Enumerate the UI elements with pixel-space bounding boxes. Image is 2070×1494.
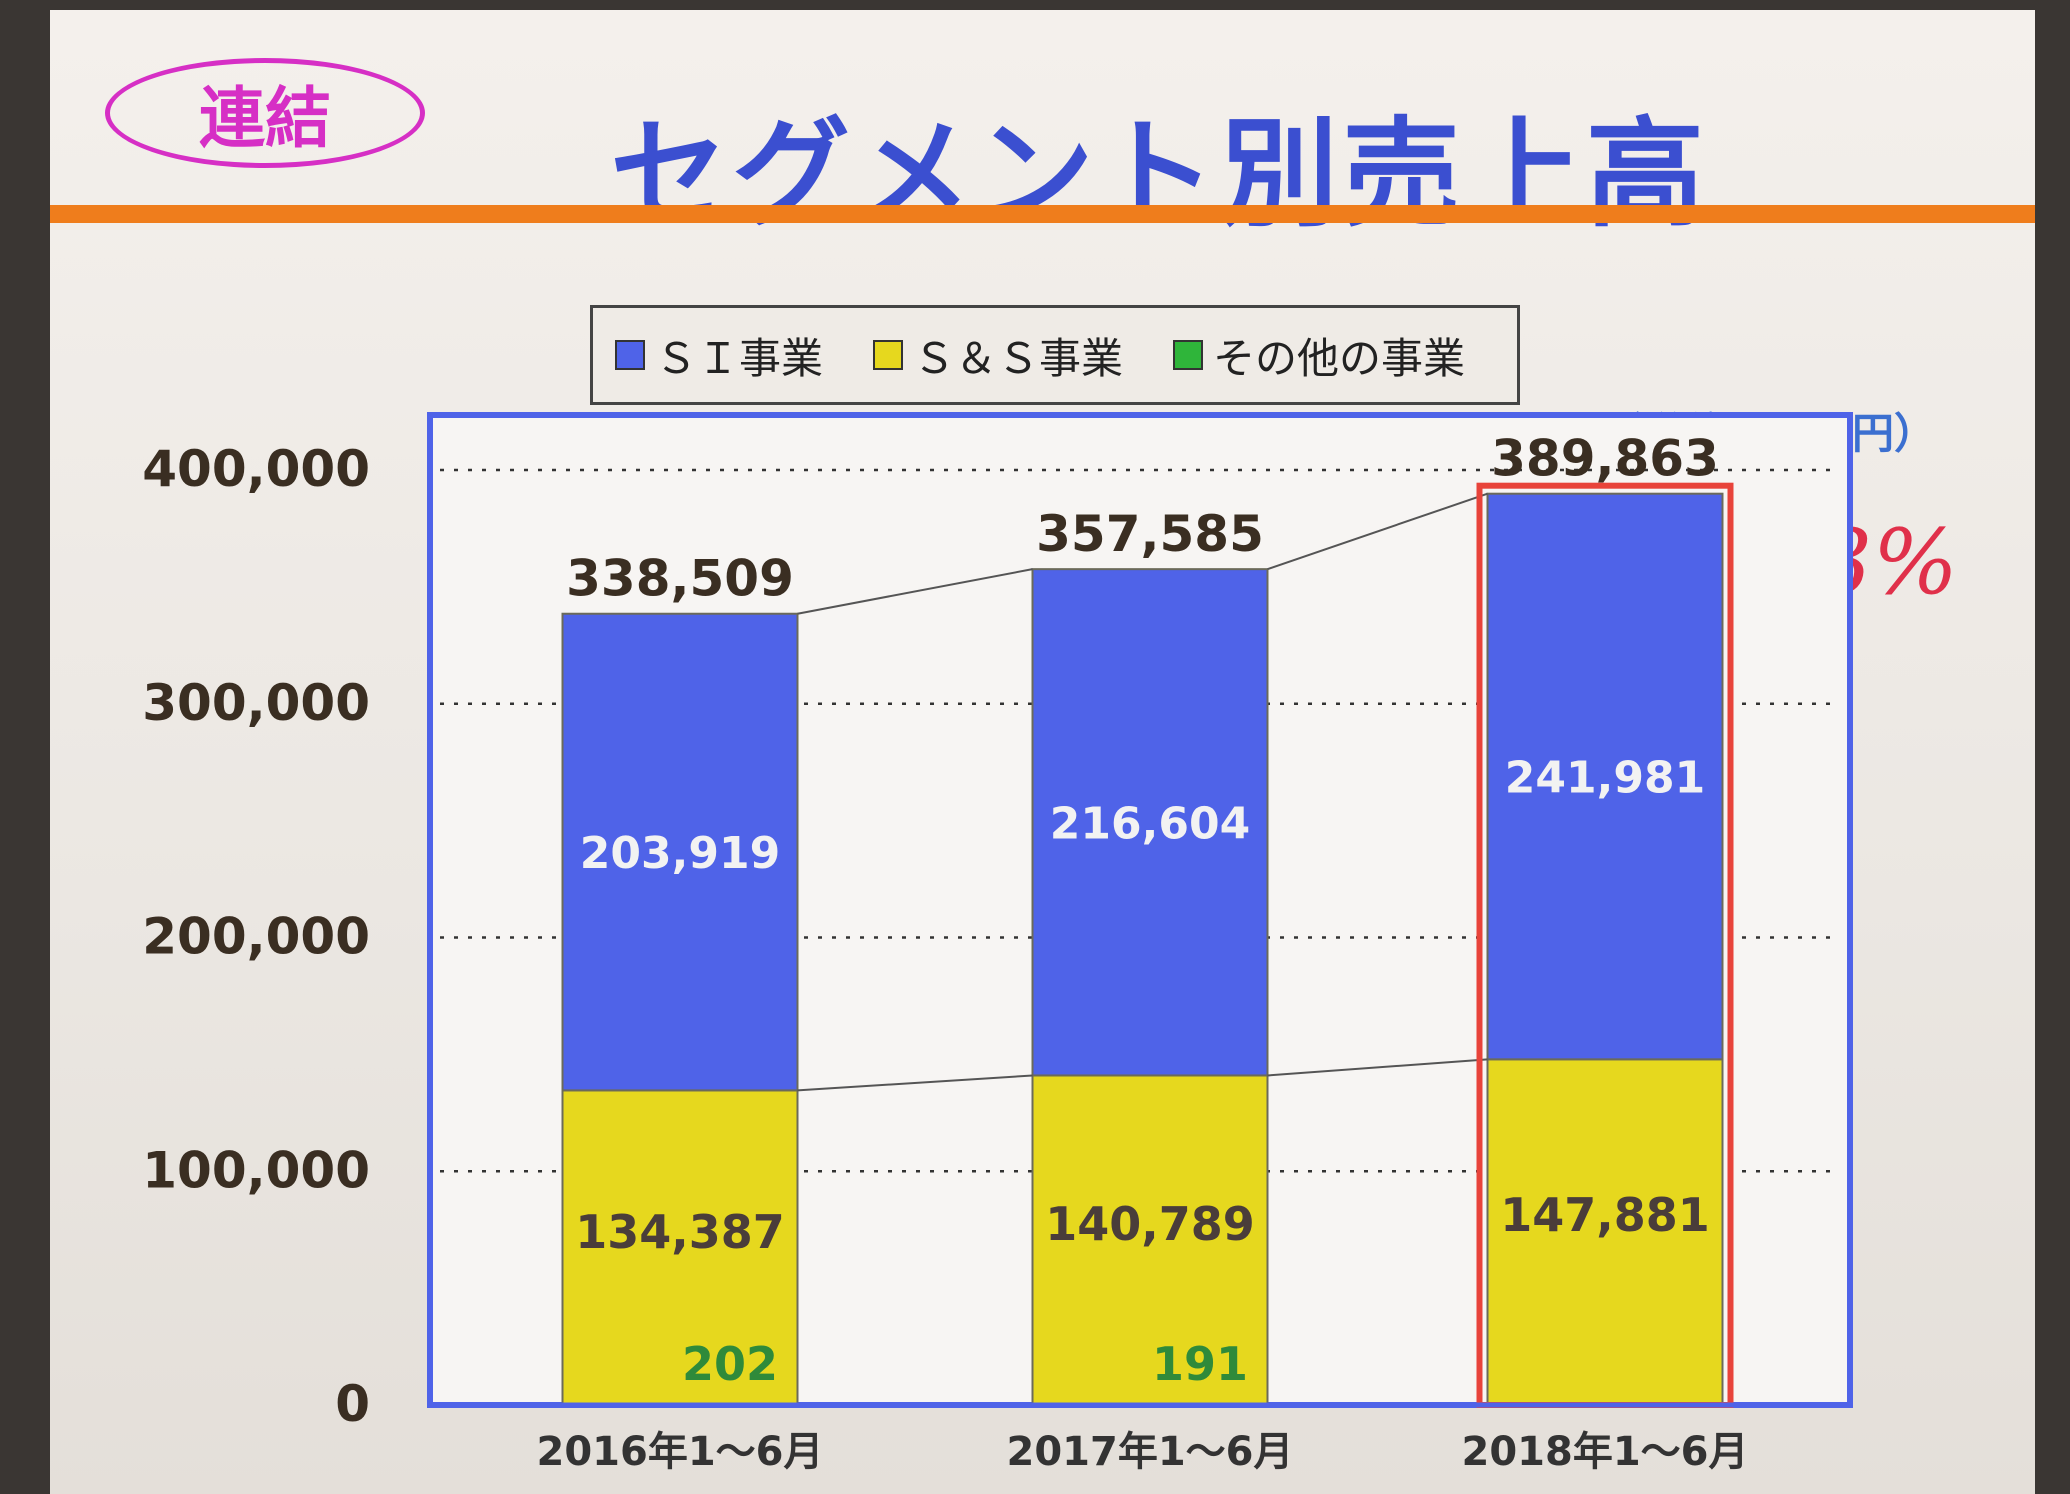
total-label: 338,509: [566, 550, 794, 608]
bar-ss: [1486, 1058, 1724, 1406]
segment-label-ss: 140,789: [1045, 1197, 1255, 1251]
y-tick-label: 100,000: [142, 1141, 370, 1199]
bar-ss: [561, 1089, 799, 1406]
connector-line: [1267, 1058, 1488, 1077]
legend-swatch-other: [1173, 340, 1204, 370]
bar-si: [1031, 568, 1269, 1077]
connector-line: [797, 1074, 1033, 1092]
segment-label-other: 202: [682, 1337, 778, 1391]
segment-label-si: 241,981: [1505, 753, 1705, 804]
y-tick-label: 400,000: [142, 440, 370, 498]
legend-label-si: ＳＩ事業: [655, 333, 824, 383]
segment-label-ss: 134,387: [575, 1205, 785, 1259]
x-tick-label: 2016年1～6月: [537, 1429, 824, 1475]
segment-label-si: 216,604: [1050, 798, 1250, 849]
x-tick-label: 2017年1～6月: [1007, 1429, 1294, 1475]
x-tick-label: 2018年1～6月: [1462, 1429, 1749, 1475]
legend-swatch-ss: [873, 340, 904, 370]
title-divider: [50, 205, 2035, 223]
legend-item-ss: Ｓ＆Ｓ事業: [873, 325, 1123, 386]
bar-si: [561, 612, 799, 1092]
legend-swatch-si: [615, 340, 645, 370]
bar-ss: [1031, 1074, 1269, 1406]
bar-si: [1486, 492, 1724, 1061]
legend-item-other: その他の事業: [1173, 325, 1465, 386]
legend-label-ss: Ｓ＆Ｓ事業: [913, 333, 1124, 383]
legend-item-si: ＳＩ事業: [615, 325, 823, 386]
legend-label-other: その他の事業: [1213, 333, 1466, 383]
connector-line: [1267, 492, 1488, 571]
connector-line: [797, 568, 1033, 615]
segment-label-other: 191: [1152, 1337, 1248, 1391]
y-tick-label: 0: [335, 1375, 370, 1433]
chart-legend: ＳＩ事業 Ｓ＆Ｓ事業 その他の事業: [590, 305, 1520, 405]
total-label: 389,863: [1491, 430, 1719, 488]
total-label: 357,585: [1036, 505, 1264, 563]
consolidated-badge: 連結: [105, 58, 425, 168]
y-tick-label: 300,000: [142, 674, 370, 732]
segment-label-si: 203,919: [580, 828, 780, 879]
segment-label-ss: 147,881: [1500, 1188, 1710, 1242]
y-tick-label: 200,000: [142, 908, 370, 966]
